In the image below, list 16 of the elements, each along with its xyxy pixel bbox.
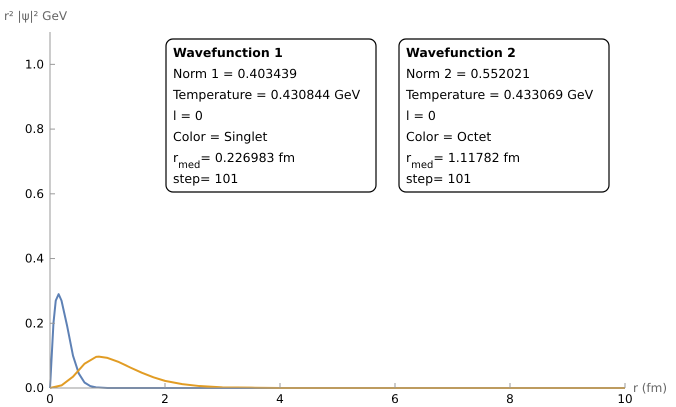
- x-tick-label: 4: [276, 392, 284, 406]
- x-axis-title: r (fm): [633, 381, 668, 395]
- y-tick-label: 1.0: [24, 57, 44, 72]
- y-tick-label: 0.4: [24, 252, 44, 266]
- y-tick-label: 0.2: [24, 316, 44, 330]
- x-tick-label: 0: [46, 392, 54, 406]
- x-tick-label: 10: [617, 392, 633, 406]
- y-tick-label: 0.0: [24, 381, 44, 395]
- x-tick-label: 8: [506, 392, 514, 406]
- y-tick-label: 0.8: [24, 122, 44, 136]
- x-tick-label: 6: [391, 392, 399, 406]
- text: Wavefunction 1 Norm 1 = 0.403439 Temperature = 0.430844 GeV l = 0 Color = Singlet r$_{med}$= 0.226983 fm step= 101: [173, 45, 360, 186]
- x-tick-label: 2: [161, 392, 169, 406]
- y-tick-label: 0.6: [24, 186, 44, 201]
- y-axis-title: r² |ψ|² GeV: [4, 9, 68, 23]
- text: Wavefunction 2 Norm 2 = 0.552021 Temperature = 0.433069 GeV l = 0 Color = Octet r$_{med}$= 1.11782 fm step= 101: [406, 45, 594, 186]
